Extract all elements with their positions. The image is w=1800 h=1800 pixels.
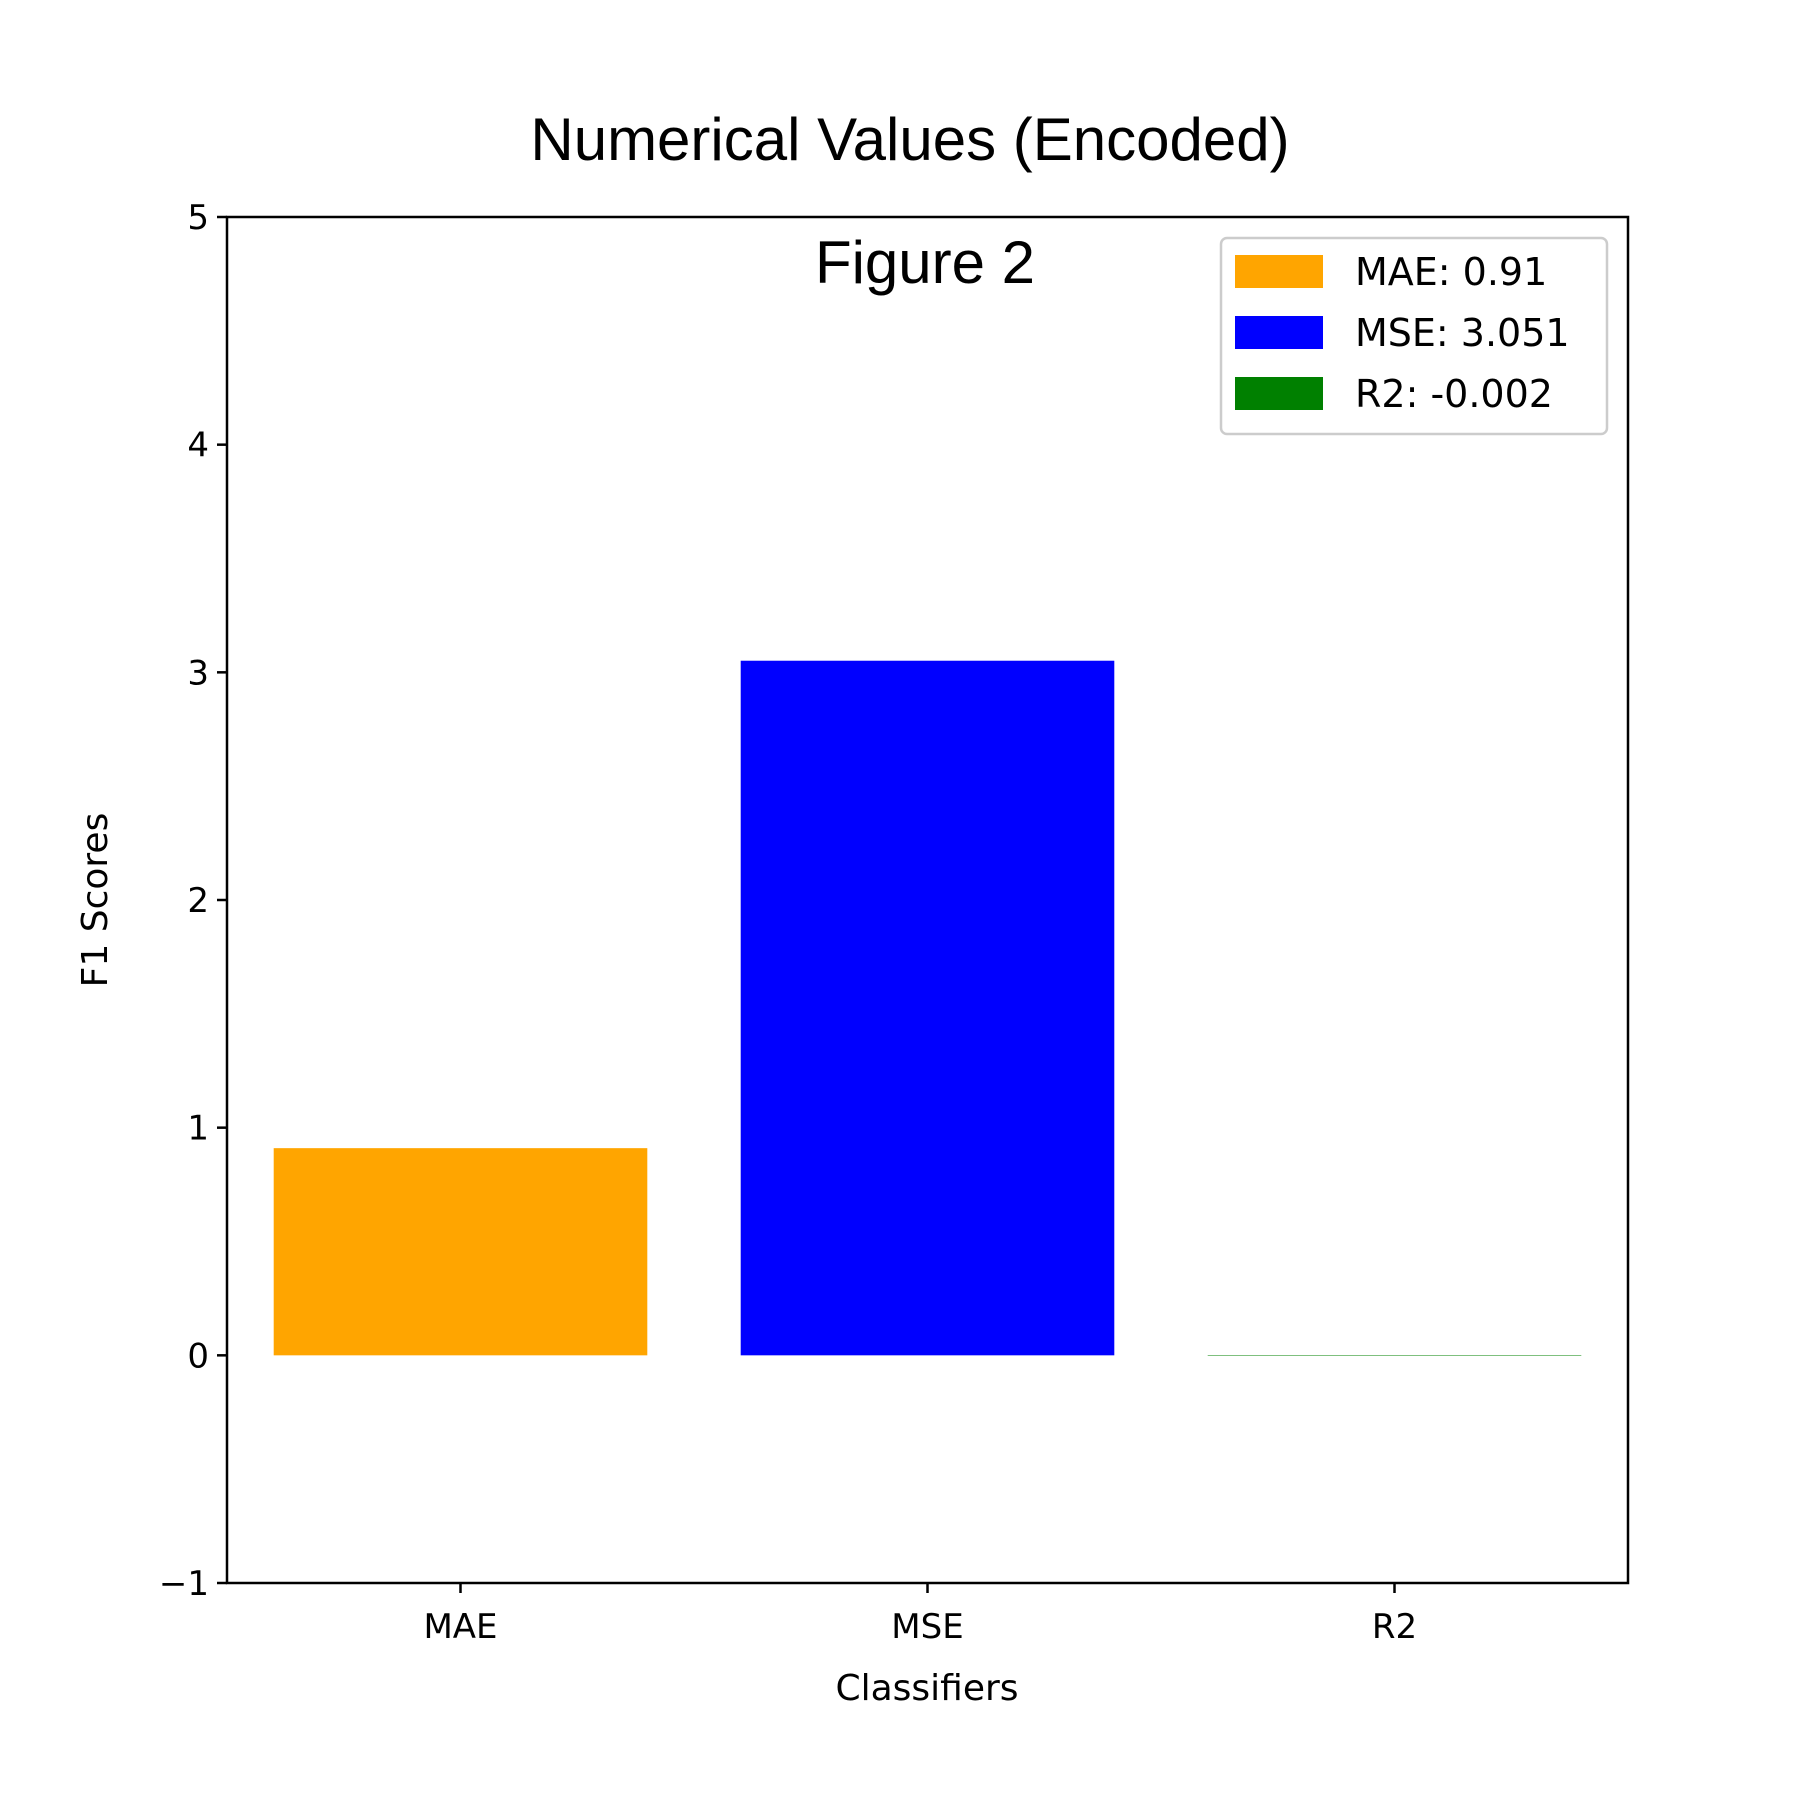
figure-annotation: Figure 2 [815, 229, 1035, 296]
legend-label-mse: MSE: 3.051 [1355, 311, 1570, 355]
x-tick-label: R2 [1372, 1607, 1417, 1647]
bar-r2 [1207, 1355, 1582, 1356]
y-axis-label: F1 Scores [75, 813, 116, 988]
x-tick-label: MSE [891, 1607, 963, 1647]
y-tick-label: 2 [187, 881, 209, 921]
y-tick-label: 1 [187, 1109, 209, 1149]
y-tick-label: 5 [187, 198, 209, 238]
legend: MAE: 0.91 MSE: 3.051 R2: -0.002 [1219, 236, 1609, 436]
legend-swatch-mse [1235, 316, 1323, 349]
legend-swatch-mae [1235, 255, 1323, 288]
y-tick-label: 3 [187, 653, 209, 693]
x-tick-label: MAE [423, 1607, 497, 1647]
y-tick-label: 0 [187, 1336, 209, 1376]
legend-label-mae: MAE: 0.91 [1355, 250, 1547, 294]
bar-mae [273, 1148, 648, 1356]
bars-group [273, 660, 1582, 1356]
x-axis-label: Classifiers [835, 1668, 1018, 1709]
y-tick-label: 4 [187, 426, 209, 466]
y-tick-label: −1 [159, 1564, 209, 1604]
legend-swatch-r2 [1235, 377, 1323, 410]
y-axis-ticks: −1 0 1 2 3 4 5 [159, 198, 227, 1604]
bar-mse [740, 660, 1115, 1356]
chart-title: Numerical Values (Encoded) [530, 106, 1289, 173]
x-axis-ticks: MAE MSE R2 [423, 1583, 1417, 1647]
legend-label-r2: R2: -0.002 [1355, 372, 1553, 416]
